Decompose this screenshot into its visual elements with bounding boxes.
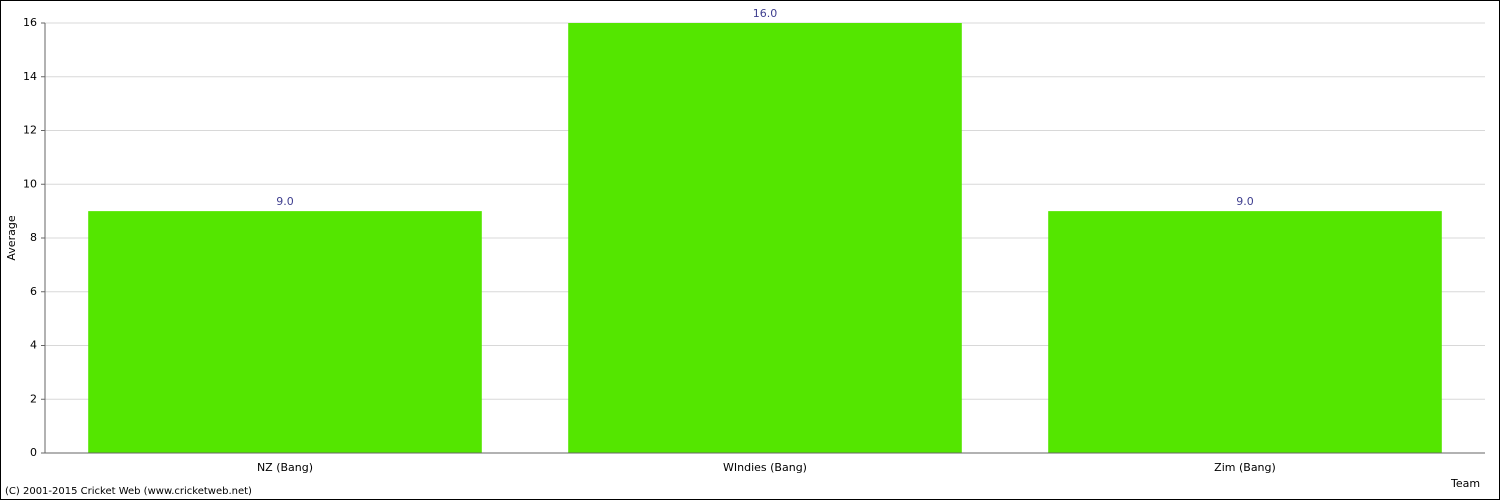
y-tick-label: 2 [30, 392, 37, 405]
bar [1048, 211, 1442, 453]
bar [568, 23, 962, 453]
bar-value-label: 9.0 [276, 195, 294, 208]
y-tick-label: 12 [23, 124, 37, 137]
copyright-text: (C) 2001-2015 Cricket Web (www.cricketwe… [5, 486, 252, 497]
x-axis-title: Team [1450, 477, 1480, 490]
y-tick-label: 14 [23, 70, 37, 83]
bar-value-label: 9.0 [1236, 195, 1254, 208]
x-tick-label: Zim (Bang) [1214, 461, 1276, 474]
y-tick-label: 4 [30, 339, 37, 352]
bar-chart: 0 2 4 6 8 10 12 14 16 9.0 NZ (Bang) 16.0 WIndies (Ba… [1, 1, 1500, 501]
y-axis-title: Average [5, 215, 18, 260]
bar [88, 211, 482, 453]
x-tick-label: WIndies (Bang) [723, 461, 807, 474]
x-tick-label: NZ (Bang) [257, 461, 313, 474]
y-tick-label: 10 [23, 177, 37, 190]
y-tick-label: 8 [30, 231, 37, 244]
bar-value-label: 16.0 [753, 7, 778, 20]
y-tick-label: 6 [30, 285, 37, 298]
chart-frame: 0 2 4 6 8 10 12 14 16 9.0 NZ (Bang) 16.0 WIndies (Ba… [0, 0, 1500, 500]
y-tick-label: 16 [23, 16, 37, 29]
y-tick-label: 0 [30, 446, 37, 459]
